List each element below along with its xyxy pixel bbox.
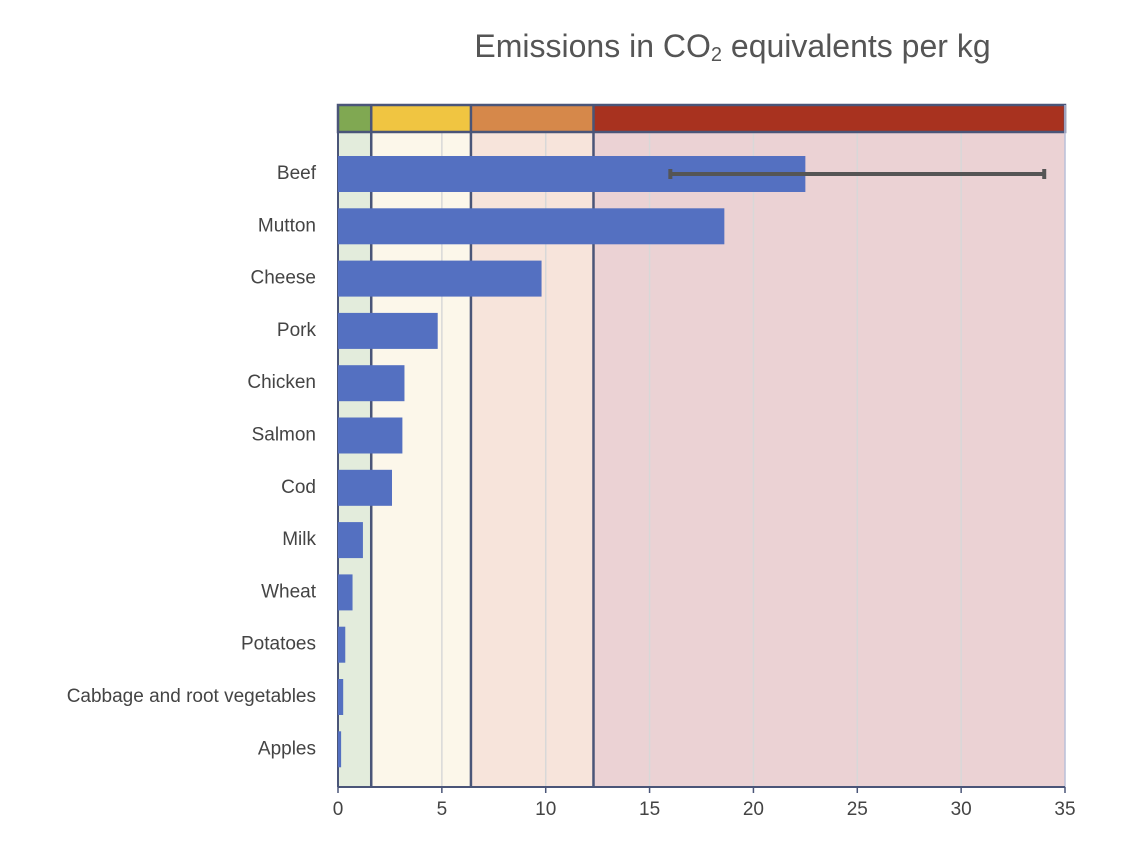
x-tick-label-20: 20 xyxy=(743,799,764,820)
category-label-cabbage-and-root-vegetables: Cabbage and root vegetables xyxy=(67,686,316,707)
zone-band-3 xyxy=(593,105,1065,132)
x-tick-label-0: 0 xyxy=(333,799,344,820)
zone-band-0 xyxy=(338,105,372,132)
chart-title-subscript: 2 xyxy=(710,44,722,66)
bar-wheat xyxy=(338,574,353,611)
chart-title-prefix: Emissions in CO xyxy=(474,28,711,64)
category-label-chicken: Chicken xyxy=(247,372,316,393)
category-label-pork: Pork xyxy=(277,320,317,341)
x-tick-label-25: 25 xyxy=(847,799,868,820)
bar-salmon xyxy=(338,417,403,454)
x-tick-label-35: 35 xyxy=(1054,799,1075,820)
category-label-cheese: Cheese xyxy=(251,268,317,289)
x-tick-label-5: 5 xyxy=(437,799,448,820)
category-label-apples: Apples xyxy=(258,738,316,759)
category-label-salmon: Salmon xyxy=(252,425,316,446)
chart-title: Emissions in CO2 equivalents per kg xyxy=(0,28,1135,67)
bar-cabbage-and-root-vegetables xyxy=(338,679,344,715)
category-label-beef: Beef xyxy=(277,163,317,184)
category-label-cod: Cod xyxy=(281,477,316,498)
category-label-mutton: Mutton xyxy=(258,215,316,236)
bar-milk xyxy=(338,522,363,559)
category-label-milk: Milk xyxy=(282,529,316,550)
x-tick-label-10: 10 xyxy=(535,799,556,820)
bar-pork xyxy=(338,312,438,349)
zone-band-2 xyxy=(470,105,594,132)
chart-title-suffix: equivalents per kg xyxy=(722,28,991,64)
bar-cheese xyxy=(338,260,542,297)
category-label-wheat: Wheat xyxy=(261,581,317,602)
bar-apples xyxy=(338,731,342,768)
bar-chicken xyxy=(338,365,405,402)
bar-cod xyxy=(338,469,393,506)
bar-potatoes xyxy=(338,626,346,663)
category-label-potatoes: Potatoes xyxy=(241,634,316,655)
x-tick-label-15: 15 xyxy=(639,799,660,820)
zone-band-1 xyxy=(371,105,471,132)
bar-mutton xyxy=(338,208,725,245)
x-tick-label-30: 30 xyxy=(951,799,972,820)
